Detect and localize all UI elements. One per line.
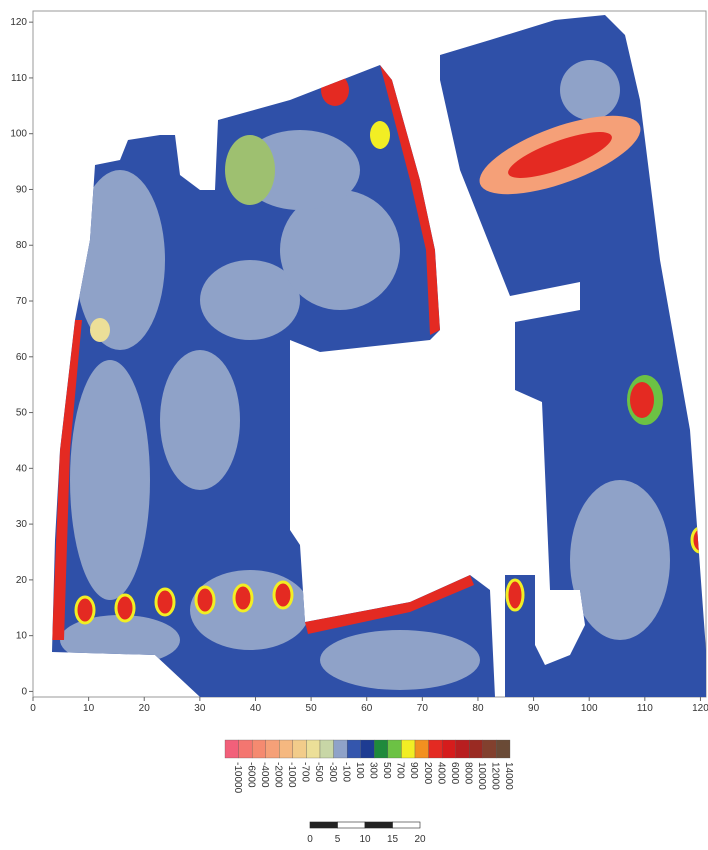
y-tick-label: 0 — [21, 686, 27, 697]
colorbar-swatch — [279, 740, 293, 758]
x-tick-label: 110 — [637, 703, 653, 714]
colorbar-swatch — [225, 740, 239, 758]
scale-segment — [338, 822, 366, 828]
colorbar-swatch — [334, 740, 348, 758]
x-tick-label: 60 — [361, 703, 373, 714]
colorbar-label: 8000 — [463, 762, 474, 785]
colorbar-swatch — [320, 740, 334, 758]
x-tick-label: 120 — [692, 703, 708, 714]
colorbar-label: -700 — [300, 762, 311, 782]
scale-segment — [365, 822, 393, 828]
y-tick-label: 50 — [16, 408, 28, 419]
colorbar-swatch — [293, 740, 307, 758]
colorbar-label: 6000 — [449, 762, 460, 785]
colorbar-label: -2000 — [273, 762, 284, 788]
colorbar-label: -6000 — [245, 762, 256, 788]
y-tick-label: 120 — [10, 17, 27, 28]
colorbar-label: 900 — [408, 762, 419, 779]
colorbar-swatch — [429, 740, 443, 758]
y-tick-label: 70 — [16, 296, 28, 307]
x-tick-label: 100 — [581, 703, 598, 714]
colorbar-swatch — [442, 740, 456, 758]
colorbar-label: 300 — [368, 762, 379, 779]
chart: 0102030405060708090100110120010203040506… — [0, 0, 708, 845]
y-tick-label: 80 — [16, 240, 28, 251]
colorbar-label: -500 — [313, 762, 324, 782]
x-tick-label: 40 — [250, 703, 262, 714]
colorbar-swatch — [483, 740, 497, 758]
colorbar-swatch — [347, 740, 361, 758]
scale-segment — [393, 822, 421, 828]
y-tick-label: 30 — [16, 519, 28, 530]
colorbar-swatch — [306, 740, 320, 758]
colorbar-label: 2000 — [422, 762, 433, 785]
colorbar-label: 10000 — [476, 762, 487, 790]
scale-label: 10 — [359, 834, 371, 845]
colorbar-swatch — [496, 740, 510, 758]
x-tick-label: 10 — [83, 703, 95, 714]
colorbar-swatch — [252, 740, 266, 758]
colorbar-swatch — [239, 740, 253, 758]
colorbar-label: 700 — [395, 762, 406, 779]
colorbar-swatch — [266, 740, 280, 758]
scale-label: 5 — [335, 834, 341, 845]
x-tick-label: 30 — [194, 703, 206, 714]
colorbar-label: -300 — [327, 762, 338, 782]
y-tick-label: 90 — [16, 184, 28, 195]
x-tick-label: 90 — [528, 703, 540, 714]
colorbar-label: -4000 — [259, 762, 270, 788]
colorbar-label: -100 — [340, 762, 351, 782]
colorbar-label: -10000 — [232, 762, 243, 794]
scale-label: 15 — [387, 834, 399, 845]
colorbar-swatch — [456, 740, 470, 758]
colorbar-label: 4000 — [435, 762, 446, 785]
colorbar-swatch — [415, 740, 429, 758]
y-tick-label: 10 — [16, 631, 28, 642]
scale-label: 20 — [414, 834, 426, 845]
colorbar-label: 100 — [354, 762, 365, 779]
colorbar-swatch — [401, 740, 415, 758]
colorbar-swatch — [374, 740, 388, 758]
y-tick-label: 60 — [16, 352, 28, 363]
y-tick-label: 110 — [11, 73, 27, 84]
colorbar-swatch — [469, 740, 483, 758]
x-tick-label: 70 — [417, 703, 429, 714]
colorbar-label: -1000 — [286, 762, 297, 788]
y-tick-label: 40 — [16, 463, 28, 474]
x-tick-label: 20 — [139, 703, 151, 714]
y-tick-label: 100 — [10, 129, 27, 140]
colorbar-label: 500 — [381, 762, 392, 779]
colorbar-swatch — [361, 740, 375, 758]
colorbar-swatch — [388, 740, 402, 758]
scale-label: 0 — [307, 834, 313, 845]
x-tick-label: 80 — [472, 703, 484, 714]
colorbar-label: 12000 — [490, 762, 501, 790]
x-tick-label: 50 — [306, 703, 318, 714]
scale-segment — [310, 822, 338, 828]
y-tick-label: 20 — [16, 575, 28, 586]
colorbar-label: 14000 — [503, 762, 514, 790]
x-tick-label: 0 — [30, 703, 36, 714]
